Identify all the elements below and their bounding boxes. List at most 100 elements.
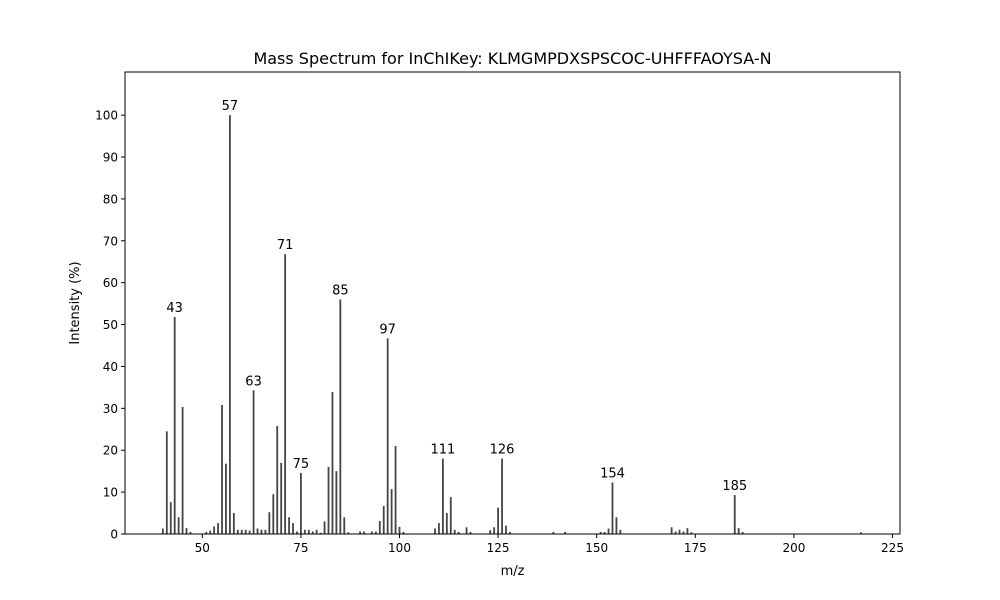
peak-bar-59	[236, 529, 239, 534]
peak-bar-90	[359, 531, 361, 534]
peak-bar-43	[173, 317, 176, 534]
peak-bar-118	[469, 531, 472, 534]
peak-bar-97	[386, 338, 389, 534]
peak-bar-69	[276, 425, 279, 534]
peak-bar-53	[213, 526, 216, 534]
peak-bar-156	[619, 529, 622, 534]
peak-bar-96	[382, 505, 385, 534]
peak-bar-114	[453, 529, 456, 534]
y-axis-label: Intensity (%)	[68, 261, 83, 344]
peak-bar-40	[161, 528, 164, 534]
y-tick-label: 70	[103, 234, 118, 248]
peak-bar-71	[284, 254, 287, 535]
peak-bar-58	[232, 513, 235, 534]
peak-bar-45	[181, 407, 184, 534]
x-tick-label: 225	[881, 541, 904, 555]
peak-bar-186	[737, 528, 740, 534]
peak-bar-74	[296, 531, 298, 534]
x-tick-label: 50	[195, 541, 210, 555]
peak-bar-100	[398, 526, 401, 534]
peak-bar-142	[564, 531, 567, 534]
x-tick-label: 200	[782, 541, 805, 555]
y-tick-label: 40	[103, 360, 118, 374]
chart-title: Mass Spectrum for InChIKey: KLMGMPDXSPSC…	[253, 49, 771, 68]
peak-bar-94	[374, 531, 377, 534]
peak-bar-185	[733, 495, 736, 534]
peak-bar-44	[177, 517, 180, 534]
y-tick-label: 60	[103, 276, 118, 290]
peak-bar-154	[611, 482, 614, 534]
peak-bar-187	[741, 531, 744, 534]
peak-bar-63	[252, 390, 255, 534]
peak-bar-78	[311, 531, 314, 534]
peak-bar-151	[599, 531, 602, 534]
peak-bar-155	[615, 517, 618, 534]
peak-bar-62	[248, 530, 251, 534]
peak-bar-93	[370, 531, 373, 534]
peak-bar-127	[505, 525, 507, 534]
peak-label-154: 154	[600, 466, 625, 481]
x-tick-label: 100	[388, 541, 411, 555]
peak-bar-169	[670, 527, 673, 534]
peak-bar-86	[343, 517, 346, 534]
peak-bar-174	[690, 532, 693, 534]
peak-bar-57	[229, 115, 231, 535]
peak-bar-101	[402, 531, 405, 534]
peak-label-57: 57	[222, 99, 239, 114]
peak-bar-79	[315, 529, 318, 534]
peak-bar-55	[221, 404, 223, 534]
peak-bar-77	[307, 529, 310, 534]
peak-bar-52	[209, 530, 212, 534]
peak-bar-152	[603, 531, 606, 534]
peak-bar-112	[445, 513, 448, 534]
x-tick-label: 75	[293, 541, 308, 555]
peak-bar-61	[244, 529, 247, 534]
peak-bar-84	[335, 471, 338, 534]
peak-bar-46	[185, 528, 188, 534]
x-tick-label: 125	[487, 541, 510, 555]
peak-bar-117	[465, 527, 468, 534]
y-tick-label: 90	[103, 151, 118, 165]
peak-bar-110	[438, 523, 440, 534]
peak-bar-139	[552, 531, 555, 534]
y-tick-label: 100	[95, 109, 118, 123]
peak-bar-60	[240, 529, 243, 534]
peak-bar-75	[300, 472, 302, 534]
peak-bar-153	[607, 528, 610, 534]
y-tick-label: 80	[103, 192, 118, 206]
peak-bar-124	[493, 527, 496, 534]
peak-label-111: 111	[430, 443, 455, 458]
peak-bar-65	[260, 529, 263, 534]
peak-bar-113	[449, 497, 452, 534]
peak-bar-54	[217, 523, 219, 534]
plot-frame	[124, 71, 901, 535]
peak-bar-111	[441, 458, 444, 534]
peak-bar-98	[390, 489, 393, 534]
peak-label-185: 185	[722, 479, 747, 494]
x-tick-label: 150	[585, 541, 608, 555]
peak-bar-171	[678, 529, 681, 534]
peak-label-63: 63	[245, 374, 262, 389]
peak-bar-85	[339, 299, 342, 534]
peak-bar-47	[189, 531, 192, 534]
peak-bar-64	[256, 528, 259, 534]
peak-bar-72	[288, 517, 290, 534]
y-tick-label: 10	[103, 486, 118, 500]
peak-bar-125	[497, 507, 500, 534]
peak-label-85: 85	[332, 283, 349, 298]
peak-label-71: 71	[277, 238, 294, 253]
peak-bar-73	[292, 523, 294, 534]
y-tick-label: 50	[103, 318, 118, 332]
peak-label-97: 97	[379, 322, 396, 337]
peak-bar-66	[264, 529, 267, 534]
peak-bar-126	[501, 458, 503, 534]
peak-bar-81	[323, 521, 326, 534]
peak-bar-99	[394, 446, 397, 534]
peak-label-75: 75	[293, 457, 310, 472]
peak-bar-91	[363, 531, 365, 534]
peak-bar-109	[434, 528, 436, 534]
peak-bar-173	[686, 528, 689, 534]
peak-label-126: 126	[490, 443, 515, 458]
peak-bar-123	[489, 530, 492, 534]
